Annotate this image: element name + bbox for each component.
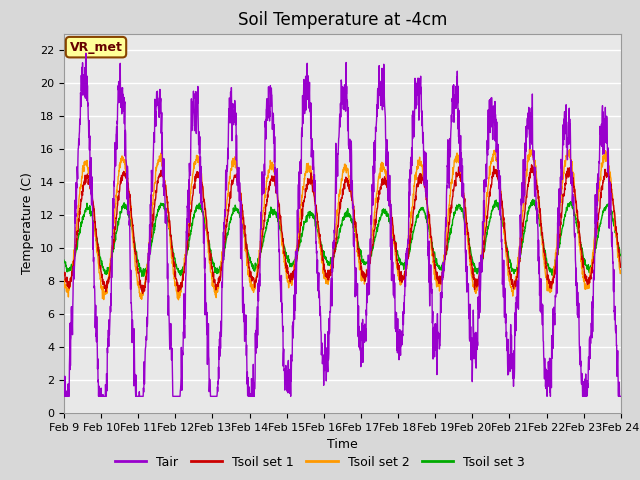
Y-axis label: Temperature (C): Temperature (C) [22, 172, 35, 274]
X-axis label: Time: Time [327, 438, 358, 451]
Title: Soil Temperature at -4cm: Soil Temperature at -4cm [237, 11, 447, 29]
Text: VR_met: VR_met [70, 41, 122, 54]
Legend: Tair, Tsoil set 1, Tsoil set 2, Tsoil set 3: Tair, Tsoil set 1, Tsoil set 2, Tsoil se… [110, 451, 530, 474]
